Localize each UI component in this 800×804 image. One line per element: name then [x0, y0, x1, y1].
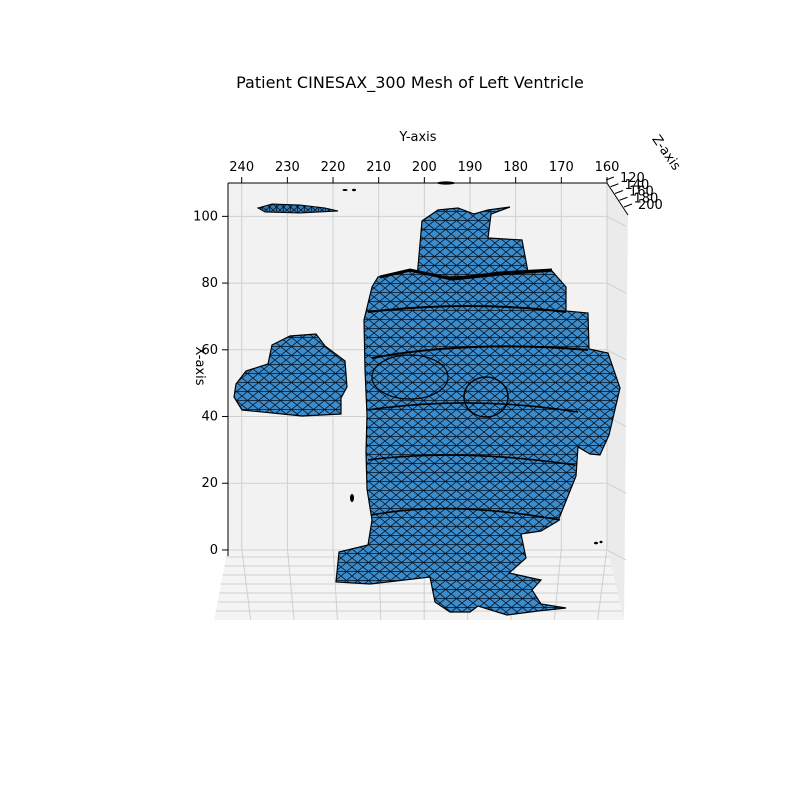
mesh-speck-3 — [600, 541, 603, 543]
y-tick-label: 220 — [321, 160, 346, 175]
mesh-speck-4 — [343, 189, 348, 191]
y-tick-label: 230 — [275, 160, 300, 175]
chart-title: Patient CINESAX_300 Mesh of Left Ventric… — [236, 73, 584, 93]
x-tick-label: 20 — [201, 476, 218, 491]
mesh-speck-2 — [594, 542, 598, 545]
y-tick-label: 200 — [412, 160, 437, 175]
y-axis-label: Y-axis — [398, 130, 436, 145]
z-tick-mark — [620, 197, 628, 200]
z-tick-mark — [624, 204, 632, 207]
z-axis-label: Z-axis — [648, 133, 683, 174]
y-tick-label: 240 — [229, 160, 254, 175]
mesh-speck-5 — [352, 189, 356, 191]
x-tick-label: 60 — [201, 343, 218, 358]
y-tick-label: 160 — [595, 160, 620, 175]
mesh-speck-6 — [437, 181, 455, 184]
z-tick-label: 200 — [638, 198, 663, 213]
x-tick-label: 100 — [193, 209, 218, 224]
z-tick-mark — [611, 184, 619, 187]
x-tick-label: 40 — [201, 410, 218, 425]
mesh-speck-1 — [350, 494, 354, 502]
z-tick-mark — [615, 191, 623, 194]
y-tick-label: 170 — [549, 160, 574, 175]
y-tick-label: 180 — [503, 160, 528, 175]
y-tick-label: 210 — [366, 160, 391, 175]
x-tick-label: 0 — [210, 543, 218, 558]
y-tick-label: 190 — [458, 160, 483, 175]
x-tick-label: 80 — [201, 276, 218, 291]
